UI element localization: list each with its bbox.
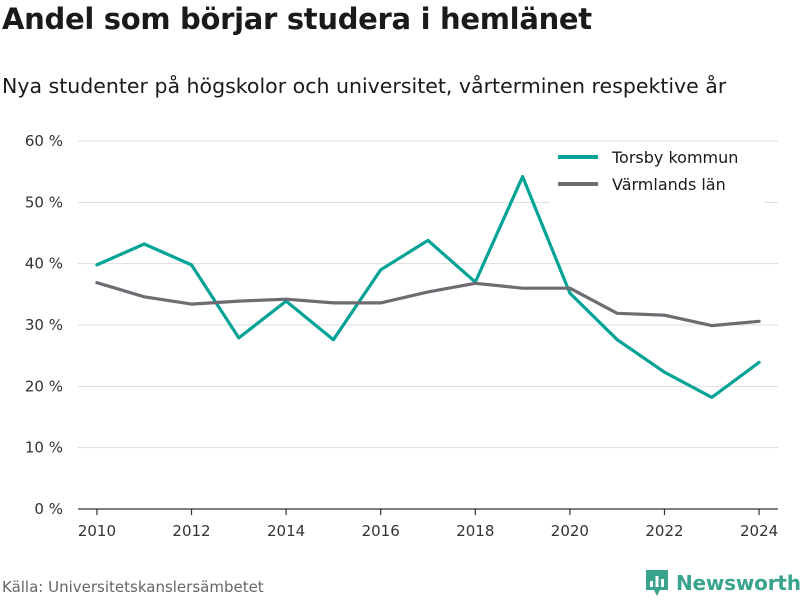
y-tick-label: 20 % <box>25 377 63 395</box>
legend: Torsby kommun Värmlands län <box>550 143 765 203</box>
brand-name: Newsworthy <box>676 571 800 595</box>
legend-label: Torsby kommun <box>611 148 738 167</box>
x-tick-label: 2024 <box>740 522 778 540</box>
x-tick-label: 2022 <box>645 522 683 540</box>
x-tick-label: 2012 <box>172 522 210 540</box>
y-tick-label: 50 % <box>25 193 63 211</box>
axes: 0 % 10 % 20 % 30 % 40 % 50 % 60 % 2010 2012 2014 2… <box>25 132 778 540</box>
y-tick-label: 30 % <box>25 316 63 334</box>
x-tick-label: 2016 <box>362 522 400 540</box>
brand-logo: Newsworthy <box>644 568 800 598</box>
legend-label: Värmlands län <box>612 175 726 194</box>
y-tick-label: 60 % <box>25 132 63 150</box>
newsworthy-logo-icon <box>646 570 668 596</box>
series-line-2 <box>95 281 761 328</box>
chart-title: Andel som börjar studera i hemlänet <box>2 2 592 36</box>
series <box>95 175 761 399</box>
y-tick-label: 10 % <box>25 439 63 457</box>
source-note: Källa: Universitetskanslersämbetet <box>2 578 264 596</box>
x-tick-label: 2010 <box>78 522 116 540</box>
y-tick-label: 0 % <box>34 500 63 518</box>
series-line-1 <box>95 175 761 399</box>
grid <box>78 140 778 449</box>
x-tick-label: 2014 <box>267 522 305 540</box>
x-tick-label: 2020 <box>551 522 589 540</box>
legend-background <box>550 143 765 203</box>
chart-subtitle: Nya studenter på högskolor och universit… <box>2 74 727 98</box>
x-tick-label: 2018 <box>456 522 494 540</box>
y-tick-label: 40 % <box>25 255 63 273</box>
